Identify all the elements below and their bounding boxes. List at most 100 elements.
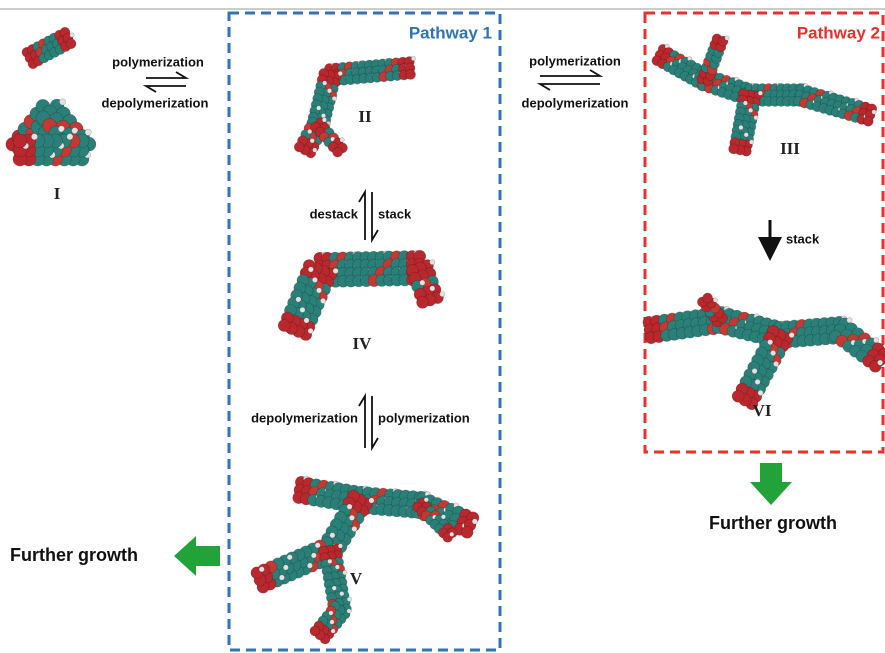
atom (872, 110, 877, 115)
atom (369, 498, 374, 503)
atom (773, 361, 778, 366)
atom (744, 133, 749, 138)
atom (349, 515, 354, 520)
atom (340, 591, 345, 596)
atom (287, 555, 292, 560)
green-arrow (174, 536, 220, 576)
arrow (146, 86, 186, 92)
structure-label: II (358, 107, 372, 126)
atom (310, 626, 320, 636)
atom (304, 318, 309, 323)
pathway-title: Pathway 1 (409, 23, 492, 42)
atom (430, 259, 435, 264)
atom (729, 144, 739, 154)
atom (877, 360, 882, 365)
atom (340, 138, 345, 143)
atom (430, 286, 435, 291)
atom (406, 69, 416, 79)
atom (315, 543, 320, 548)
arrow (540, 84, 600, 90)
atom (333, 147, 343, 157)
atom (352, 526, 357, 531)
step-label: polymerization (378, 410, 470, 425)
atom (333, 268, 338, 273)
arrow (540, 70, 600, 76)
outcome-label: Further growth (10, 545, 138, 565)
atom (329, 611, 334, 616)
green-arrow (750, 463, 792, 505)
arrow (359, 396, 365, 448)
atom (770, 350, 775, 355)
step-label: polymerization (112, 54, 204, 69)
atom (703, 293, 713, 303)
atom (749, 140, 754, 145)
atom (259, 567, 264, 572)
structure-label: IV (353, 334, 373, 353)
atom (322, 81, 327, 86)
atom (300, 307, 305, 312)
atom (13, 134, 27, 148)
structure-label: III (780, 139, 800, 158)
atom (308, 267, 313, 272)
atom (767, 339, 772, 344)
atom (441, 515, 446, 520)
atom (440, 291, 445, 296)
pathway-title: Pathway 2 (797, 23, 880, 42)
step-label: destack (310, 206, 359, 221)
atom (873, 337, 878, 342)
atom (66, 39, 76, 49)
atom (472, 519, 477, 524)
atom (310, 139, 315, 144)
figure: Pathway 1 Pathway 2 I II III IV V VI pol… (0, 0, 885, 653)
atom (312, 277, 317, 282)
atom (748, 108, 753, 113)
atom (320, 298, 325, 303)
atom (343, 570, 348, 575)
atom (330, 620, 335, 625)
atom (316, 106, 321, 111)
step-label: stack (378, 206, 412, 221)
structure-label: I (54, 184, 61, 203)
atom (85, 129, 91, 135)
atom (327, 89, 332, 94)
step-label: depolymerization (102, 95, 209, 110)
atom (331, 629, 336, 634)
structure-label: V (350, 569, 363, 588)
atom (347, 504, 352, 509)
atom (347, 609, 352, 614)
atom (332, 586, 337, 591)
atom (332, 96, 337, 101)
atom (321, 114, 326, 119)
step-label: stack (786, 231, 820, 246)
atom (59, 99, 65, 105)
atom (335, 565, 340, 570)
atom (754, 115, 759, 120)
atom (67, 134, 73, 140)
atom (420, 280, 425, 285)
outcome-label: Further growth (709, 513, 837, 533)
atom (725, 36, 730, 41)
atom (758, 390, 763, 395)
atom (449, 532, 454, 537)
atom (743, 101, 748, 106)
step-label: polymerization (529, 53, 621, 68)
atom (752, 368, 757, 373)
arrow (359, 192, 365, 240)
atom (296, 297, 301, 302)
atom (347, 597, 352, 602)
atom (755, 379, 760, 384)
atom (461, 526, 473, 538)
atom (278, 320, 290, 332)
arrow (146, 72, 186, 78)
atom (338, 71, 343, 76)
atom (739, 125, 744, 129)
step-label: depolymerization (522, 95, 629, 110)
atom (31, 134, 37, 140)
atom (863, 116, 873, 126)
atom (322, 118, 327, 123)
atom (338, 544, 343, 549)
atom (70, 33, 75, 38)
atom (313, 148, 318, 153)
atom (417, 296, 429, 308)
atom (308, 328, 313, 333)
